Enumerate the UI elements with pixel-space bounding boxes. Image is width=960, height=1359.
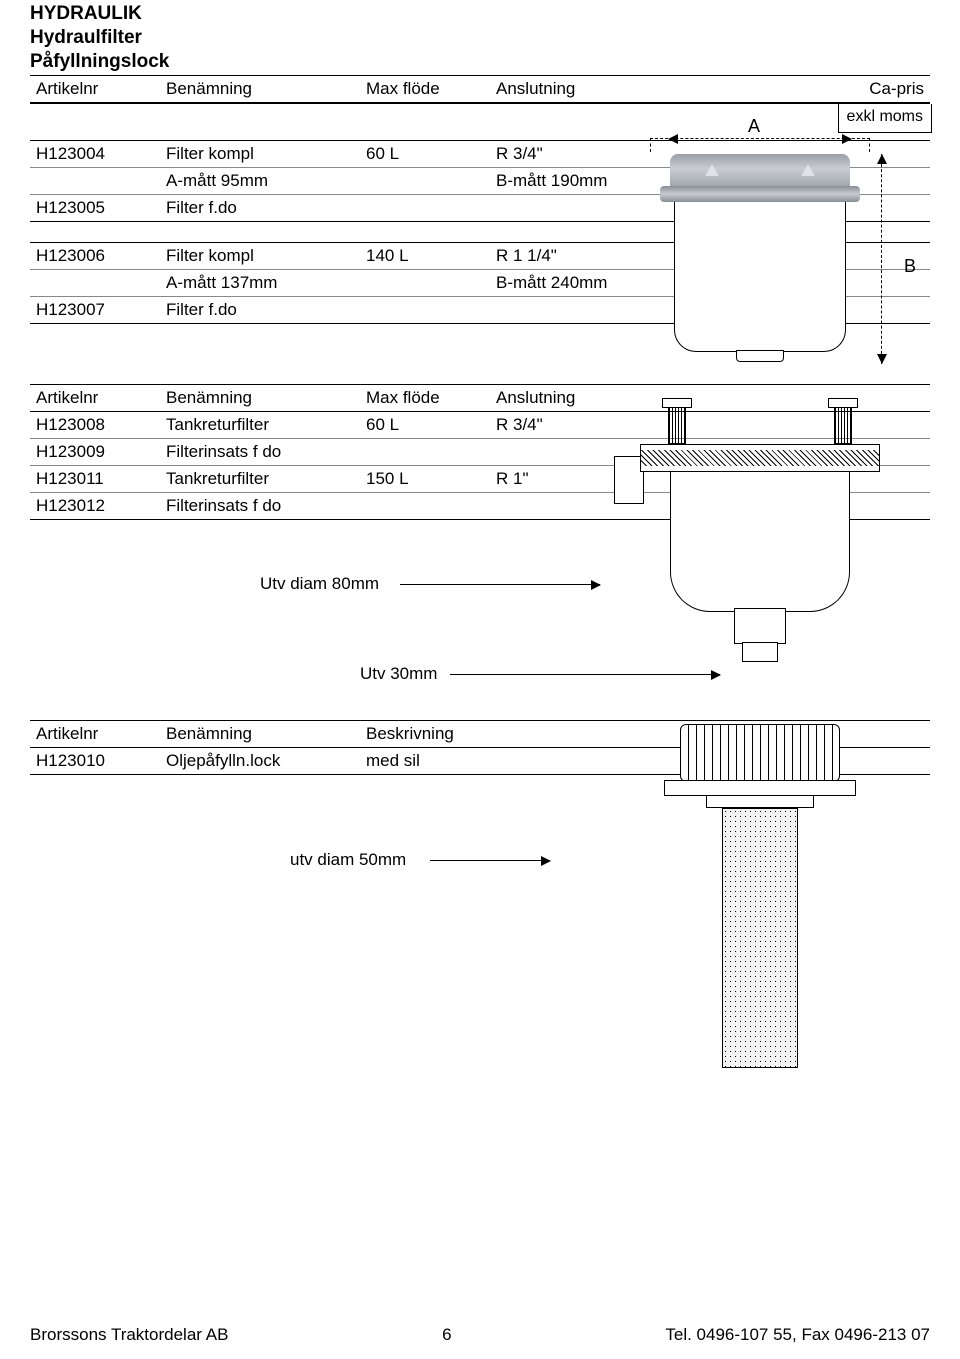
cell-ben: A-mått 95mm bbox=[160, 168, 360, 195]
table-1: Artikelnr Benämning Max flöde Anslutning… bbox=[30, 76, 930, 103]
cell-art: H123008 bbox=[30, 412, 160, 439]
cell-art: H123004 bbox=[30, 141, 160, 168]
cell-ans: B-mått 190mm bbox=[490, 168, 640, 195]
dimension-a-line bbox=[650, 138, 870, 139]
cell-art: H123011 bbox=[30, 466, 160, 493]
cell-ben: Filter f.do bbox=[160, 195, 360, 222]
dimension-b-line bbox=[881, 154, 882, 364]
strainer-mesh-icon bbox=[722, 808, 798, 1068]
arrow-icon bbox=[450, 674, 720, 675]
header-titles: HYDRAULIK Hydraulfilter Påfyllningslock bbox=[30, 0, 930, 73]
cell-art: H123007 bbox=[30, 297, 160, 324]
title-pafyllningslock: Påfyllningslock bbox=[30, 50, 930, 74]
cap-flange-icon bbox=[664, 780, 856, 796]
cell-flo bbox=[360, 168, 490, 195]
col-artikelnr: Artikelnr bbox=[30, 385, 160, 412]
section-3: Artikelnr Benämning Max flöde Anslutning… bbox=[30, 384, 930, 520]
cell-besk: med sil bbox=[360, 748, 560, 775]
filter-diagram: A B bbox=[630, 136, 890, 406]
cell-ben: Filter kompl bbox=[160, 243, 360, 270]
section-4: Artikelnr Benämning Beskrivning H123010 … bbox=[30, 720, 930, 775]
cell-ans: B-mått 240mm bbox=[490, 270, 640, 297]
cell-art bbox=[30, 168, 160, 195]
table-header: Artikelnr Benämning Max flöde Anslutning… bbox=[30, 76, 930, 103]
footer: Brorssons Traktordelar AB 6 Tel. 0496-10… bbox=[30, 1325, 930, 1345]
cell-art: H123006 bbox=[30, 243, 160, 270]
cell-ben: Filterinsats f do bbox=[160, 493, 360, 520]
col-maxflode: Max flöde bbox=[360, 76, 490, 103]
cell-flo: 150 L bbox=[360, 466, 490, 493]
cell-flo: 140 L bbox=[360, 243, 490, 270]
cap-knurl-icon bbox=[680, 724, 840, 782]
label-utv50: utv diam 50mm bbox=[290, 850, 406, 870]
cell-ans: R 3/4" bbox=[490, 141, 640, 168]
filter-cap-icon bbox=[670, 154, 850, 190]
filter-shoulder-icon bbox=[660, 186, 860, 202]
footer-right: Tel. 0496-107 55, Fax 0496-213 07 bbox=[665, 1325, 930, 1345]
col-maxflode: Max flöde bbox=[360, 385, 490, 412]
col-benamning: Benämning bbox=[160, 721, 360, 748]
label-utv80: Utv diam 80mm bbox=[260, 574, 379, 594]
footer-page: 6 bbox=[442, 1325, 451, 1345]
cell-art: H123009 bbox=[30, 439, 160, 466]
label-utv30: Utv 30mm bbox=[360, 664, 437, 684]
outlet-icon bbox=[734, 608, 786, 644]
bolt-icon bbox=[668, 398, 686, 446]
arrow-icon bbox=[400, 584, 600, 585]
col-beskrivning: Beskrivning bbox=[360, 721, 560, 748]
cell-ben: Filter f.do bbox=[160, 297, 360, 324]
cell-art: H123005 bbox=[30, 195, 160, 222]
exkl-moms-box: exkl moms bbox=[838, 104, 932, 133]
filter-body-icon bbox=[674, 202, 846, 352]
col-capris: Ca-pris bbox=[820, 76, 930, 103]
section-1: Artikelnr Benämning Max flöde Anslutning… bbox=[30, 75, 930, 104]
cell-ben: Tankreturfilter bbox=[160, 466, 360, 493]
cell-ben: Filterinsats f do bbox=[160, 439, 360, 466]
cell-flo: 60 L bbox=[360, 141, 490, 168]
col-benamning: Benämning bbox=[160, 385, 360, 412]
cell-ans: R 1 1/4" bbox=[490, 243, 640, 270]
filter-foot-icon bbox=[736, 350, 784, 362]
outlet2-icon bbox=[742, 642, 778, 662]
bowl-icon bbox=[670, 472, 850, 612]
cell-ben: Filter kompl bbox=[160, 141, 360, 168]
label-b: B bbox=[904, 256, 916, 277]
oil-cap-diagram bbox=[610, 714, 910, 1094]
cell-flo: 60 L bbox=[360, 412, 490, 439]
col-anslutning: Anslutning bbox=[490, 76, 640, 103]
col-artikelnr: Artikelnr bbox=[30, 76, 160, 103]
arrow-icon bbox=[430, 860, 550, 861]
cap-neck-icon bbox=[706, 796, 814, 808]
col-benamning: Benämning bbox=[160, 76, 360, 103]
cell-art: H123010 bbox=[30, 748, 160, 775]
col-artikelnr: Artikelnr bbox=[30, 721, 160, 748]
tank-return-diagram bbox=[610, 384, 910, 744]
title-hydraulik: HYDRAULIK bbox=[30, 2, 930, 26]
flange-hatch-icon bbox=[640, 450, 880, 466]
page: HYDRAULIK Hydraulfilter Påfyllningslock … bbox=[0, 0, 960, 1359]
footer-left: Brorssons Traktordelar AB bbox=[30, 1325, 228, 1345]
section-1-body: H123004 Filter kompl 60 L R 3/4" A-mått … bbox=[30, 140, 930, 324]
cell-art: H123012 bbox=[30, 493, 160, 520]
title-hydraulfilter: Hydraulfilter bbox=[30, 26, 930, 50]
label-a: A bbox=[748, 116, 760, 137]
cell-ben: Oljepåfylln.lock bbox=[160, 748, 360, 775]
bolt-icon bbox=[834, 398, 852, 446]
cell-ben: A-mått 137mm bbox=[160, 270, 360, 297]
cell-ben: Tankreturfilter bbox=[160, 412, 360, 439]
